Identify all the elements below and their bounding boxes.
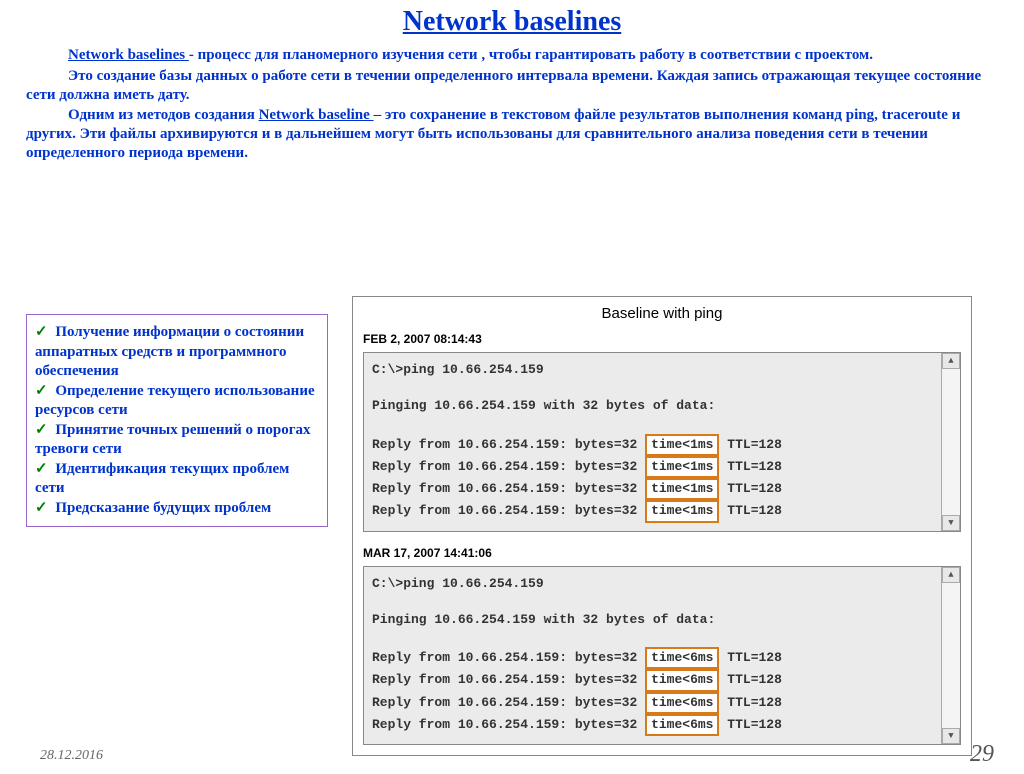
para3-prefix: Одним из методов создания	[68, 107, 259, 123]
scroll-up-icon[interactable]: ▲	[942, 353, 960, 369]
paragraph-2: Это создание базы данных о работе сети в…	[26, 67, 998, 105]
scroll-down-icon[interactable]: ▼	[942, 515, 960, 531]
cmd-line: C:\>ping 10.66.254.159	[372, 361, 930, 379]
bullet-5: ✓ Предсказание будущих проблем	[35, 499, 317, 519]
time-highlight: time<1ms	[645, 500, 719, 522]
reply-line: Reply from 10.66.254.159: bytes=32 time<…	[372, 714, 930, 736]
reply-line: Reply from 10.66.254.159: bytes=32 time<…	[372, 692, 930, 714]
footer-page-number: 29	[970, 741, 994, 768]
check-icon: ✓	[35, 383, 48, 399]
time-highlight: time<6ms	[645, 669, 719, 691]
reply-line: Reply from 10.66.254.159: bytes=32 time<…	[372, 478, 930, 500]
footer-date: 28.12.2016	[40, 748, 103, 764]
check-icon: ✓	[35, 422, 48, 438]
reply-line: Reply from 10.66.254.159: bytes=32 time<…	[372, 500, 930, 522]
scrollbar[interactable]: ▲ ▼	[941, 353, 960, 531]
paragraph-3: Одним из методов создания Network baseli…	[26, 106, 998, 162]
ping-header: Pinging 10.66.254.159 with 32 bytes of d…	[372, 397, 930, 415]
bullet-3-text: Принятие точных решений о порогах тревог…	[35, 422, 311, 458]
bullet-2-text: Определение текущего использование ресур…	[35, 383, 315, 419]
check-icon: ✓	[35, 461, 48, 477]
bullet-4-text: Идентификация текущих проблем сети	[35, 461, 289, 497]
cmd-line: C:\>ping 10.66.254.159	[372, 575, 930, 593]
console-2-body: C:\>ping 10.66.254.159 Pinging 10.66.254…	[372, 575, 952, 737]
ping-header: Pinging 10.66.254.159 with 32 bytes of d…	[372, 611, 930, 629]
time-highlight: time<6ms	[645, 714, 719, 736]
reply-line: Reply from 10.66.254.159: bytes=32 time<…	[372, 669, 930, 691]
console-2: ▲ ▼ C:\>ping 10.66.254.159 Pinging 10.66…	[363, 566, 961, 746]
page-title: Network baselines	[0, 6, 1024, 38]
scrollbar[interactable]: ▲ ▼	[941, 567, 960, 745]
bullet-5-text: Предсказание будущих проблем	[55, 500, 271, 516]
intro-text: Network baselines - процесс для планомер…	[0, 46, 1024, 163]
term-network-baselines: Network baselines	[68, 47, 189, 63]
console-1: ▲ ▼ C:\>ping 10.66.254.159 Pinging 10.66…	[363, 352, 961, 532]
bullet-4: ✓ Идентификация текущих проблем сети	[35, 460, 317, 499]
check-icon: ✓	[35, 500, 48, 516]
bullet-1: ✓ Получение информации о состоянии аппар…	[35, 323, 317, 382]
figure-title: Baseline with ping	[363, 305, 961, 322]
timestamp-1: FEB 2, 2007 08:14:43	[363, 332, 961, 346]
bullet-box: ✓ Получение информации о состоянии аппар…	[26, 314, 328, 527]
paragraph-1: Network baselines - процесс для планомер…	[26, 46, 998, 65]
bullet-3: ✓ Принятие точных решений о порогах трев…	[35, 421, 317, 460]
para1-text: - процесс для планомерного изучения сети…	[189, 47, 873, 63]
reply-line: Reply from 10.66.254.159: bytes=32 time<…	[372, 456, 930, 478]
time-highlight: time<6ms	[645, 647, 719, 669]
bullet-2: ✓ Определение текущего использование рес…	[35, 382, 317, 421]
reply-line: Reply from 10.66.254.159: bytes=32 time<…	[372, 434, 930, 456]
check-icon: ✓	[35, 324, 48, 340]
figure-baseline-ping: Baseline with ping FEB 2, 2007 08:14:43 …	[352, 296, 972, 756]
time-highlight: time<1ms	[645, 478, 719, 500]
scroll-up-icon[interactable]: ▲	[942, 567, 960, 583]
time-highlight: time<1ms	[645, 456, 719, 478]
timestamp-2: MAR 17, 2007 14:41:06	[363, 546, 961, 560]
scroll-down-icon[interactable]: ▼	[942, 728, 960, 744]
term-network-baseline-2: Network baseline	[259, 107, 374, 123]
reply-line: Reply from 10.66.254.159: bytes=32 time<…	[372, 647, 930, 669]
console-1-body: C:\>ping 10.66.254.159 Pinging 10.66.254…	[372, 361, 952, 523]
time-highlight: time<6ms	[645, 692, 719, 714]
time-highlight: time<1ms	[645, 434, 719, 456]
bullet-1-text: Получение информации о состоянии аппарат…	[35, 324, 304, 379]
